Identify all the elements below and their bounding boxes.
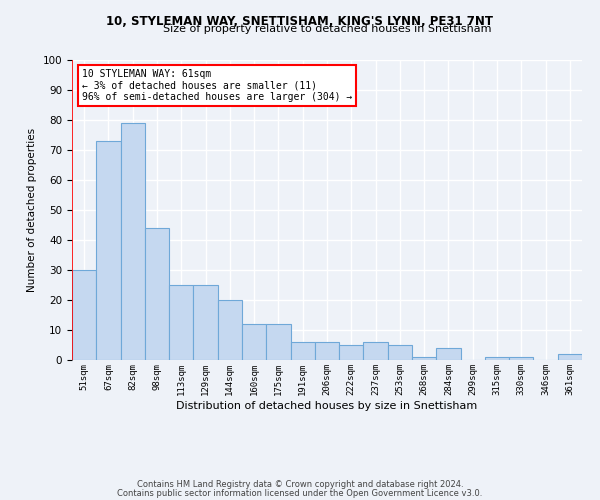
Bar [558,354,582,360]
Text: 10 STYLEMAN WAY: 61sqm
← 3% of detached houses are smaller (11)
96% of semi-deta: 10 STYLEMAN WAY: 61sqm ← 3% of detached … [82,69,352,102]
Bar [169,285,193,360]
Bar [364,342,388,360]
Bar [388,345,412,360]
Bar [96,141,121,360]
Bar [339,345,364,360]
Bar [72,270,96,360]
Bar [509,357,533,360]
Y-axis label: Number of detached properties: Number of detached properties [27,128,37,292]
Text: Contains public sector information licensed under the Open Government Licence v3: Contains public sector information licen… [118,488,482,498]
Bar [485,357,509,360]
X-axis label: Distribution of detached houses by size in Snettisham: Distribution of detached houses by size … [176,400,478,410]
Bar [315,342,339,360]
Bar [290,342,315,360]
Bar [242,324,266,360]
Text: Contains HM Land Registry data © Crown copyright and database right 2024.: Contains HM Land Registry data © Crown c… [137,480,463,489]
Bar [436,348,461,360]
Bar [121,123,145,360]
Title: Size of property relative to detached houses in Snettisham: Size of property relative to detached ho… [163,24,491,34]
Bar [218,300,242,360]
Bar [145,228,169,360]
Bar [266,324,290,360]
Bar [412,357,436,360]
Text: 10, STYLEMAN WAY, SNETTISHAM, KING'S LYNN, PE31 7NT: 10, STYLEMAN WAY, SNETTISHAM, KING'S LYN… [107,15,493,28]
Bar [193,285,218,360]
